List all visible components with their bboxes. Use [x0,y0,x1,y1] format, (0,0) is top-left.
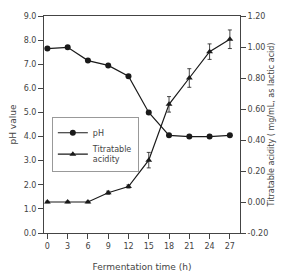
svg-text:0: 0 [45,242,50,251]
svg-text:2.0: 2.0 [24,181,37,190]
svg-text:Fermentation time (h): Fermentation time (h) [93,262,192,272]
svg-text:-0.20: -0.20 [248,229,269,238]
svg-text:12: 12 [123,242,133,251]
svg-text:1.0: 1.0 [24,205,37,214]
svg-text:6.0: 6.0 [24,84,37,93]
svg-text:21: 21 [184,242,194,251]
svg-text:5.0: 5.0 [24,108,37,117]
svg-text:Titratableacidity: Titratableacidity [92,145,132,164]
svg-text:7.0: 7.0 [24,60,37,69]
svg-text:pH value: pH value [8,104,18,144]
svg-text:1.00: 1.00 [248,43,266,52]
svg-text:6: 6 [85,242,90,251]
svg-text:27: 27 [225,242,235,251]
svg-text:0.60: 0.60 [248,105,266,114]
svg-text:9.0: 9.0 [24,12,37,21]
svg-text:8.0: 8.0 [24,36,37,45]
svg-text:1.20: 1.20 [248,12,266,21]
svg-text:24: 24 [204,242,214,251]
svg-text:0.00: 0.00 [248,198,266,207]
svg-text:18: 18 [164,242,174,251]
svg-text:3: 3 [65,242,70,251]
svg-text:0.40: 0.40 [248,136,266,145]
svg-text:0.20: 0.20 [248,167,266,176]
svg-text:Titratable acidity ( mg/mL, as: Titratable acidity ( mg/mL, as lactic ac… [267,43,276,208]
svg-text:15: 15 [144,242,154,251]
svg-text:0.0: 0.0 [24,229,37,238]
svg-text:9: 9 [106,242,111,251]
svg-text:0.80: 0.80 [248,74,266,83]
svg-text:3.0: 3.0 [24,156,37,165]
svg-text:pH: pH [93,129,104,138]
svg-text:4.0: 4.0 [24,132,37,141]
